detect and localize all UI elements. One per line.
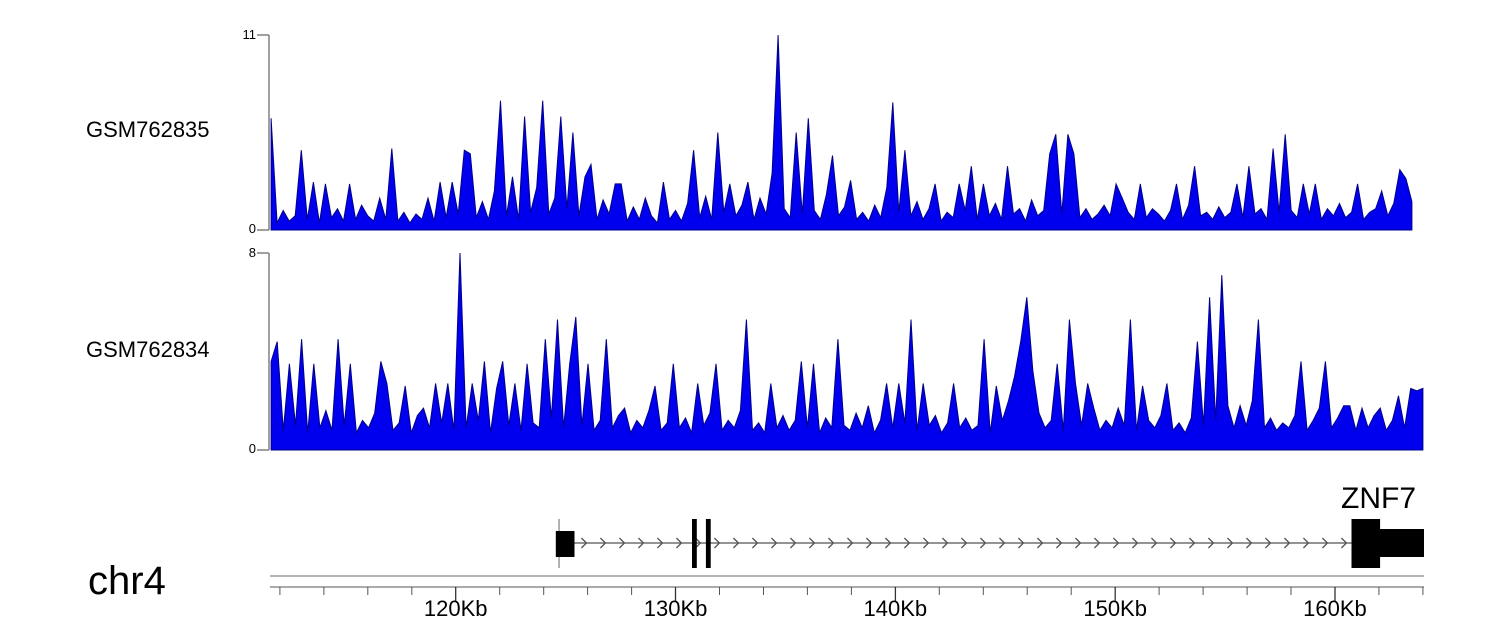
arrow-right-icon bbox=[637, 537, 645, 549]
arrow-right-icon bbox=[1321, 537, 1329, 549]
arrow-right-icon bbox=[1207, 537, 1215, 549]
arrow-right-icon bbox=[1017, 537, 1025, 549]
track1-ymin-tick-label: 0 bbox=[248, 221, 256, 236]
signal-area bbox=[270, 34, 1413, 231]
axis-tick-label: 120Kb bbox=[423, 596, 488, 621]
arrow-right-icon bbox=[770, 537, 778, 549]
arrow-right-icon bbox=[1302, 537, 1310, 549]
axis-tick-label: 160Kb bbox=[1303, 596, 1367, 621]
arrow-right-icon bbox=[922, 537, 930, 549]
arrow-right-icon bbox=[751, 537, 759, 549]
exon-box-tall bbox=[692, 519, 697, 568]
track1-ymax-tick-label: 11 bbox=[242, 27, 257, 42]
arrow-right-icon bbox=[1264, 537, 1272, 549]
strand-arrows bbox=[580, 537, 1348, 549]
gene-model-track bbox=[555, 519, 1424, 568]
exon-box-tall bbox=[705, 519, 711, 568]
arrow-right-icon bbox=[732, 537, 740, 549]
arrow-right-icon bbox=[960, 537, 968, 549]
arrow-right-icon bbox=[599, 537, 607, 549]
gene-name-label: ZNF7 bbox=[1341, 482, 1416, 515]
arrow-right-icon bbox=[618, 537, 626, 549]
arrow-right-icon bbox=[580, 537, 588, 549]
signal-area bbox=[270, 252, 1424, 451]
arrow-right-icon bbox=[675, 537, 683, 549]
track-label-gsm762835: GSM762835 bbox=[86, 117, 210, 142]
arrow-right-icon bbox=[1283, 537, 1291, 549]
arrow-right-icon bbox=[979, 537, 987, 549]
arrow-right-icon bbox=[1074, 537, 1082, 549]
arrow-right-icon bbox=[789, 537, 797, 549]
arrow-right-icon bbox=[694, 537, 702, 549]
arrow-right-icon bbox=[1226, 537, 1234, 549]
arrow-right-icon bbox=[808, 537, 816, 549]
arrow-right-icon bbox=[1112, 537, 1120, 549]
coordinate-ruler bbox=[270, 575, 1424, 601]
arrow-right-icon bbox=[713, 537, 721, 549]
arrow-right-icon bbox=[941, 537, 949, 549]
arrow-right-icon bbox=[1169, 537, 1177, 549]
axis-tick-label: 130Kb bbox=[643, 596, 708, 621]
arrow-right-icon bbox=[1093, 537, 1101, 549]
arrow-right-icon bbox=[1150, 537, 1158, 549]
track2-ymax-tick-label: 8 bbox=[248, 245, 256, 260]
arrow-right-icon bbox=[903, 537, 911, 549]
arrow-right-icon bbox=[1188, 537, 1196, 549]
arrow-right-icon bbox=[656, 537, 664, 549]
exon-box-utr bbox=[1380, 529, 1424, 557]
arrow-right-icon bbox=[998, 537, 1006, 549]
signal-track-gsm762835 bbox=[257, 34, 1413, 231]
axis-tick-label: 150Kb bbox=[1083, 596, 1147, 621]
exon-box-tall bbox=[1351, 519, 1381, 568]
arrow-right-icon bbox=[884, 537, 892, 549]
arrow-right-icon bbox=[865, 537, 873, 549]
arrow-right-icon bbox=[1131, 537, 1139, 549]
signal-track-gsm762834 bbox=[257, 252, 1424, 451]
arrow-right-icon bbox=[1055, 537, 1063, 549]
axis-tick-label: 140Kb bbox=[863, 596, 928, 621]
arrow-right-icon bbox=[1036, 537, 1044, 549]
chromosome-label: chr4 bbox=[88, 559, 166, 603]
arrow-right-icon bbox=[1245, 537, 1253, 549]
track2-ymin-tick-label: 0 bbox=[248, 441, 256, 456]
exon-box-medium bbox=[555, 531, 575, 557]
arrow-right-icon bbox=[1340, 537, 1348, 549]
arrow-right-icon bbox=[846, 537, 854, 549]
track-label-gsm762834: GSM762834 bbox=[86, 337, 210, 362]
arrow-right-icon bbox=[827, 537, 835, 549]
